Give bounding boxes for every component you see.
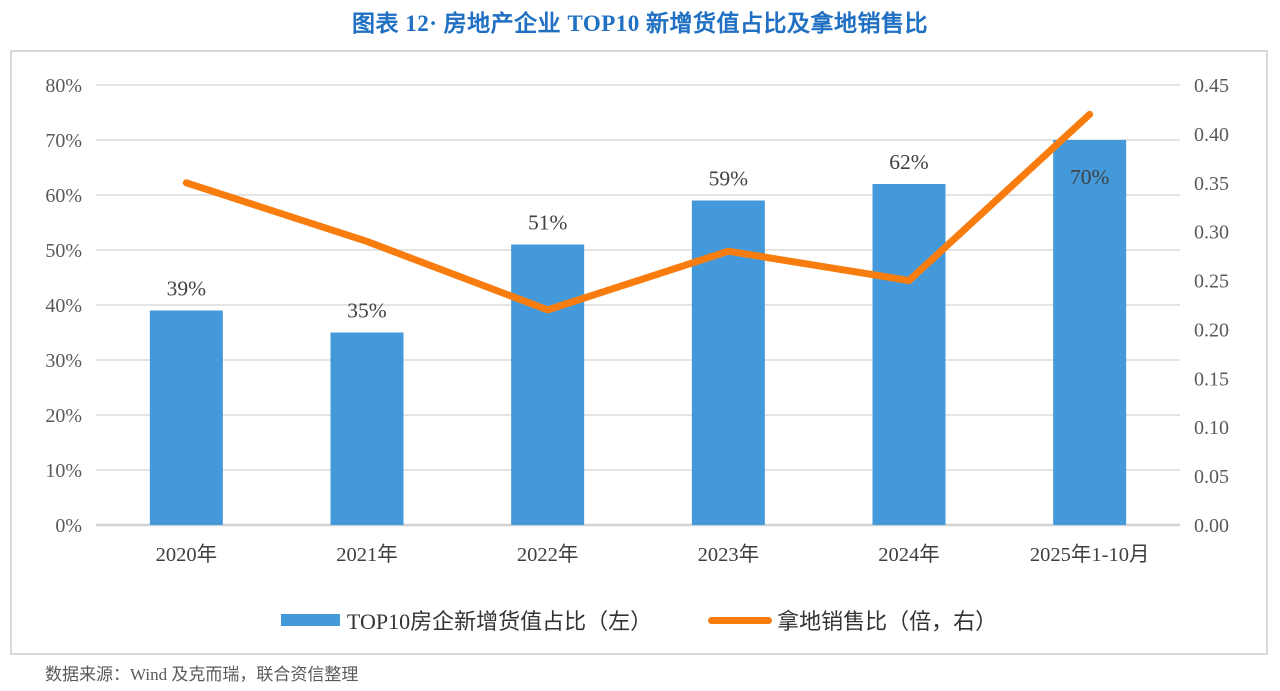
bar-data-label: 70% (1070, 165, 1110, 189)
right-axis-tick-label: 0.45 (1194, 75, 1229, 97)
bar-2021年 (330, 332, 404, 525)
right-axis-tick-label: 0.15 (1194, 368, 1229, 390)
line-series-swatch-icon (708, 616, 773, 624)
bar-2020年 (149, 310, 223, 525)
left-axis-tick-label: 50% (45, 240, 82, 262)
legend-item-line-series: 拿地销售比（倍，右） (708, 604, 997, 636)
left-axis-tick-label: 40% (45, 295, 82, 317)
chart-frame: 0% 10% 20% 30% 40% 50% 60% 70% 80% 0.00 0.05 0.10 0.… (10, 50, 1268, 655)
bar-data-label: 62% (889, 150, 929, 174)
right-axis-tick-label: 0.10 (1194, 417, 1229, 439)
bar-2022年 (511, 244, 585, 525)
x-axis-category-label: 2023年 (698, 543, 760, 566)
left-axis-tick-label: 30% (45, 350, 82, 372)
right-axis-tick-label: 0.20 (1194, 319, 1229, 341)
left-axis-tick-label: 70% (45, 130, 82, 152)
left-axis-tick-label: 80% (45, 75, 82, 97)
x-axis-category-label: 2024年 (878, 543, 940, 566)
right-axis-tick-label: 0.05 (1194, 466, 1229, 488)
bar-data-label: 35% (347, 299, 387, 323)
data-source-note: 数据来源：Wind 及克而瑞，联合资信整理 (45, 665, 359, 684)
right-axis-tick-label: 0.25 (1194, 271, 1229, 293)
bar-2025年1-10月 (1053, 140, 1127, 525)
left-axis-tick-label: 0% (55, 515, 82, 537)
right-axis-tick-label: 0.40 (1194, 124, 1229, 146)
bar-data-label: 59% (709, 167, 749, 191)
x-axis-category-label: 2025年1-10月 (1030, 543, 1150, 566)
right-axis-tick-label: 0.00 (1194, 515, 1229, 537)
bar-series-label: TOP10房企新增货值占比（左） (346, 609, 653, 634)
chart-title: 图表 12· 房地产企业 TOP10 新增货值占比及拿地销售比 (351, 11, 929, 36)
x-axis-category-label: 2020年 (156, 543, 218, 566)
bar-data-label: 51% (528, 211, 568, 235)
right-axis-tick-label: 0.35 (1194, 173, 1229, 195)
bar-data-label: 39% (167, 277, 207, 301)
legend-item-bar-series: TOP10房企新增货值占比（左） (280, 604, 653, 636)
chart-legend: TOP10房企新增货值占比（左） 拿地销售比（倍，右） (12, 602, 1266, 638)
bar-2024年 (872, 184, 946, 525)
left-axis-tick-label: 60% (45, 185, 82, 207)
x-axis-category-label: 2022年 (517, 543, 579, 566)
left-axis-tick-label: 10% (45, 460, 82, 482)
combo-chart-plot: 0% 10% 20% 30% 40% 50% 60% 70% 80% 0.00 0.05 0.10 0.… (45, 75, 1229, 566)
bar-series-swatch-icon (280, 614, 340, 626)
line-series-path (182, 110, 1094, 314)
left-axis-tick-label: 20% (45, 405, 82, 427)
right-axis-tick-label: 0.30 (1194, 222, 1229, 244)
line-series-label: 拿地销售比（倍，右） (777, 609, 998, 634)
x-axis-category-label: 2021年 (336, 543, 398, 566)
